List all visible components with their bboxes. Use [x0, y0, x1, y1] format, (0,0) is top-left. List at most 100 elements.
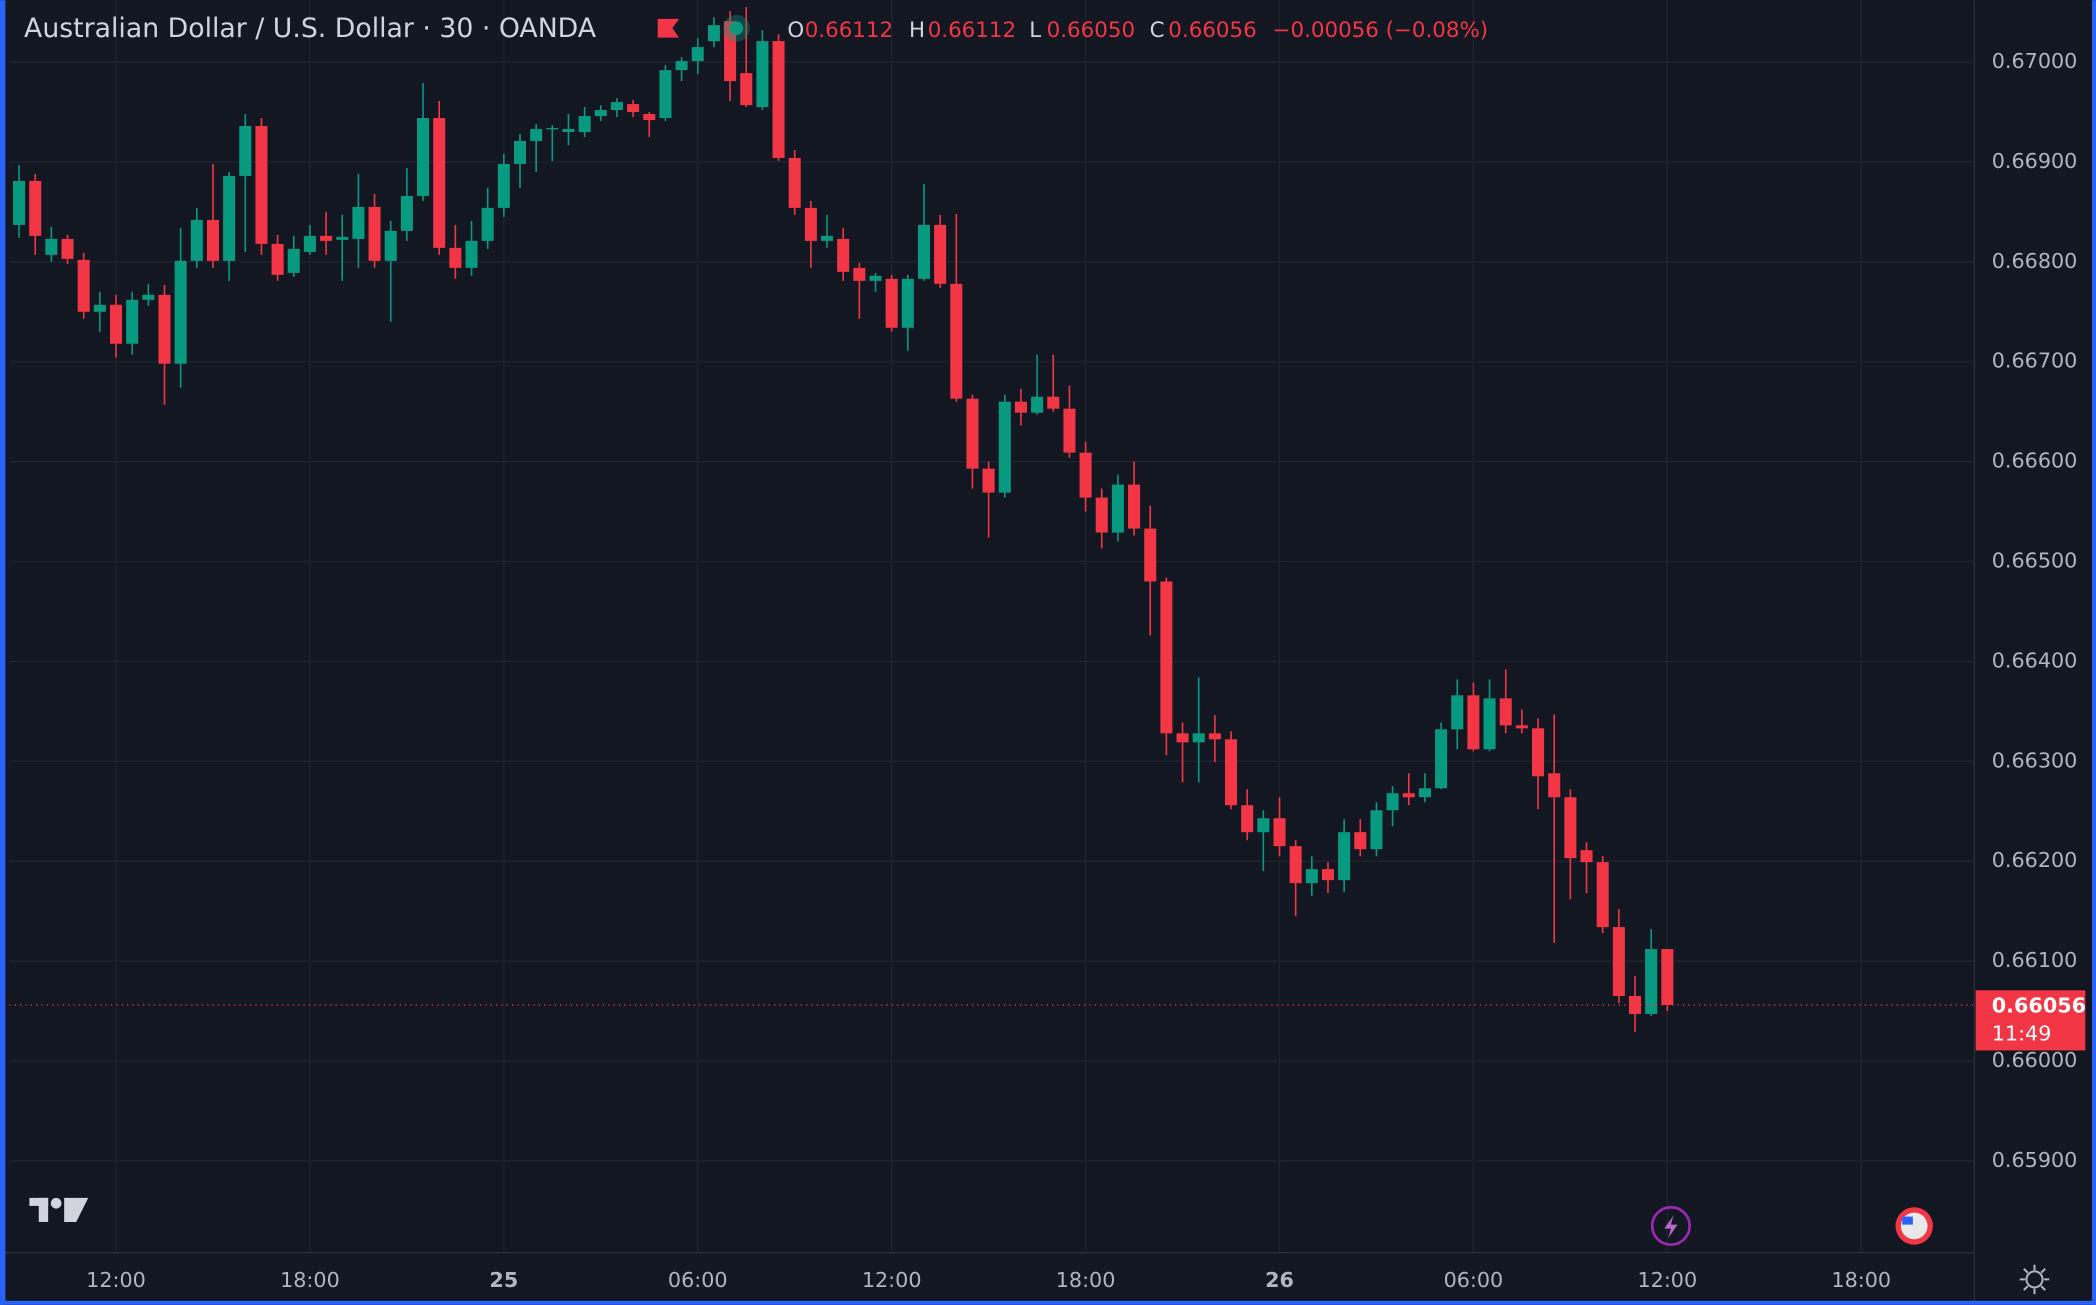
candle-body — [1208, 733, 1221, 740]
settings-icon[interactable] — [2019, 1264, 2050, 1295]
candle-body — [998, 401, 1011, 493]
candle-body — [1111, 484, 1124, 533]
legend-key: L — [1029, 18, 1041, 43]
candle-body — [1014, 401, 1027, 413]
candle-body — [126, 299, 139, 344]
candle-body — [578, 116, 591, 133]
candle-body — [1160, 581, 1173, 734]
candle-body — [433, 118, 446, 248]
x-tick-label: 18:00 — [1831, 1268, 1891, 1292]
legend-value: 0.66050 — [1047, 18, 1135, 43]
candle-body — [1451, 695, 1464, 730]
candle-body — [1273, 818, 1286, 847]
legend-value: 0.66056 — [1168, 18, 1256, 43]
candle-body — [1661, 949, 1674, 1005]
candle-body — [530, 129, 543, 142]
candle-body — [45, 238, 58, 255]
candle-body — [821, 235, 834, 241]
candle-body — [1241, 805, 1254, 833]
candle-body — [77, 259, 90, 312]
candle-body — [174, 260, 187, 364]
legend-value: 0.66112 — [805, 18, 893, 43]
candle-body — [1418, 788, 1431, 798]
candle-body — [1305, 869, 1318, 884]
y-tick-label: 0.66000 — [1992, 1048, 2078, 1072]
x-tick-label: 18:00 — [280, 1268, 340, 1292]
candles — [9, 7, 1975, 1032]
y-tick-label: 0.65900 — [1992, 1148, 2078, 1172]
candle-body — [1564, 797, 1577, 859]
candle-body — [1435, 729, 1448, 789]
y-tick-label: 0.66200 — [1992, 848, 2078, 872]
focus-border-right — [2091, 0, 2096, 1305]
candle-body — [901, 278, 914, 328]
candle-body — [465, 240, 478, 268]
candle-body — [982, 468, 995, 493]
candle-body — [724, 21, 737, 82]
lightning-icon[interactable] — [1650, 1205, 1691, 1247]
flag-canton — [1902, 1216, 1913, 1225]
candle-body — [1402, 793, 1415, 798]
candle-body — [934, 224, 947, 284]
candle-body — [1580, 850, 1593, 863]
focus-border-left — [0, 0, 6, 1305]
candle-body — [659, 70, 672, 119]
x-tick-label: 12:00 — [862, 1268, 922, 1292]
last-price-box — [1975, 990, 2086, 1051]
candle-body — [190, 219, 203, 261]
x-tick-label: 26 — [1265, 1268, 1294, 1292]
candle-body — [1225, 739, 1238, 806]
candle-body — [594, 110, 607, 117]
candle-body — [303, 235, 316, 252]
x-tick-label: 12:00 — [86, 1268, 146, 1292]
candle-body — [675, 61, 688, 71]
candle-body — [1095, 497, 1108, 533]
candle-body — [320, 235, 333, 241]
candle-body — [271, 243, 284, 275]
candle-body — [449, 247, 462, 268]
candle-body — [142, 294, 155, 300]
lightning-glyph — [1664, 1215, 1678, 1238]
status-dot — [729, 21, 744, 35]
x-tick-label: 06:00 — [1444, 1268, 1504, 1292]
candle-body — [643, 114, 656, 121]
candle-body — [1483, 698, 1496, 750]
last-price-label: 0.66056 — [1992, 993, 2086, 1017]
flag-icon — [657, 18, 680, 38]
candle-body — [1176, 733, 1189, 743]
candle-body — [610, 102, 623, 111]
candle-body — [1047, 396, 1060, 409]
candle-body — [1321, 869, 1334, 881]
legend-key: O — [787, 18, 804, 43]
candle-body — [804, 207, 817, 241]
candle-body — [1596, 862, 1609, 928]
candle-body — [417, 118, 430, 196]
candle-body — [481, 207, 494, 241]
legend-key: C — [1150, 18, 1165, 43]
candle-body — [885, 278, 898, 328]
x-tick-label: 06:00 — [668, 1268, 728, 1292]
x-tick-label: 25 — [489, 1268, 518, 1292]
candle-body — [740, 73, 753, 106]
y-tick-label: 0.66500 — [1992, 549, 2078, 573]
candle-body — [1370, 810, 1383, 850]
candle-body — [1063, 408, 1076, 453]
candle-body — [384, 230, 397, 261]
candle-body — [1289, 846, 1302, 884]
candle-body — [950, 283, 963, 399]
candle-body — [966, 398, 979, 469]
y-tick-label: 0.66600 — [1992, 449, 2078, 473]
candle-body — [1031, 396, 1044, 413]
candle-body — [13, 180, 26, 225]
legend-value: 0.66112 — [928, 18, 1016, 43]
x-tick-label: 12:00 — [1637, 1268, 1697, 1292]
candle-body — [368, 206, 381, 261]
candle-body — [1128, 484, 1141, 529]
candle-body — [336, 236, 349, 240]
candle-body — [255, 126, 268, 244]
candle-body — [1612, 927, 1625, 996]
candle-body — [1257, 818, 1270, 833]
